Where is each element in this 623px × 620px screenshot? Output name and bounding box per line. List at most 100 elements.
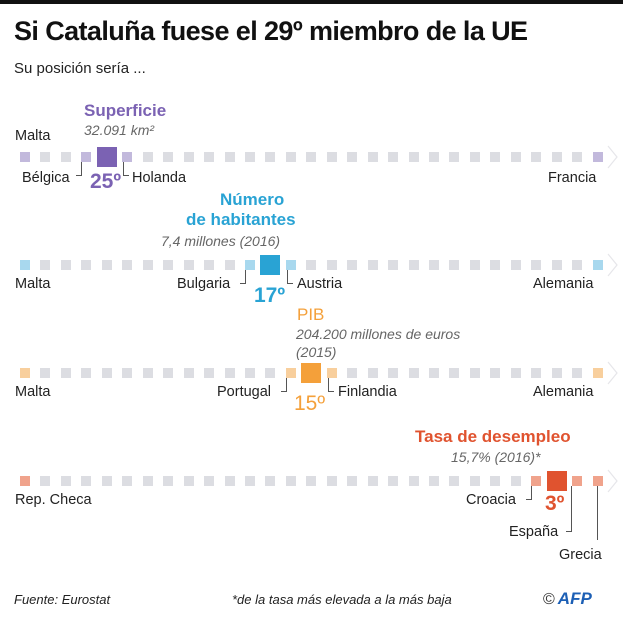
highlighted-country-square (592, 368, 603, 378)
left-end-country: Malta (15, 276, 51, 292)
page-subtitle: Su posición sería ... (14, 60, 146, 77)
highlighted-country-square (592, 260, 603, 270)
neighbor-left-label: Bulgaria (177, 276, 231, 292)
country-square (142, 260, 153, 270)
country-square (429, 368, 439, 378)
rank-label: 25º (90, 170, 122, 193)
country-square (122, 476, 133, 486)
top-border (0, 0, 623, 4)
country-square (326, 260, 337, 270)
country-square (531, 368, 542, 378)
country-square (183, 368, 194, 378)
country-square (204, 368, 215, 378)
country-square (306, 152, 317, 162)
cataluna-square (96, 147, 117, 167)
country-square (449, 368, 460, 378)
category-value-line2: (2015) (296, 344, 337, 360)
highlighted-country-square (20, 152, 30, 162)
country-square (265, 152, 276, 162)
page-title: Si Cataluña fuese el 29º miembro de la U… (14, 16, 528, 46)
country-square (449, 476, 460, 486)
highlighted-country-square (244, 260, 255, 270)
country-square (101, 476, 112, 486)
country-square (265, 368, 276, 378)
below-label-1: España (509, 524, 559, 540)
country-square (183, 152, 194, 162)
country-square (408, 152, 419, 162)
country-square (183, 260, 194, 270)
rank-label: 3º (545, 492, 565, 515)
country-square (306, 476, 317, 486)
country-square (469, 152, 480, 162)
country-square (60, 476, 71, 486)
country-square (367, 368, 378, 378)
country-square (510, 476, 521, 486)
country-square (60, 260, 71, 270)
rank-label: 15º (294, 392, 326, 415)
country-square (449, 260, 460, 270)
country-square (408, 476, 419, 486)
leader-line (281, 378, 287, 392)
country-square (163, 152, 174, 162)
neighbor-left-label: Portugal (217, 384, 272, 400)
country-square (449, 152, 460, 162)
arrow-right-icon (607, 253, 618, 277)
country-square (326, 152, 337, 162)
country-square (367, 476, 378, 486)
highlighted-country-square (592, 152, 603, 162)
country-square (244, 476, 255, 486)
arrow-right-icon (607, 469, 618, 493)
country-square (572, 260, 583, 270)
category-title-line2: de habitantes (186, 210, 296, 229)
right-end-country: Alemania (533, 384, 594, 400)
country-square (101, 368, 112, 378)
below-label-2: Grecia (559, 547, 602, 563)
country-square (469, 260, 480, 270)
country-square (122, 368, 133, 378)
country-square (510, 368, 521, 378)
country-square (183, 476, 194, 486)
country-square (244, 368, 255, 378)
country-square (81, 260, 92, 270)
neighbor-right-label: Finlandia (338, 384, 397, 400)
cataluna-square (301, 363, 322, 383)
highlighted-country-square (285, 260, 296, 270)
leader-line (240, 270, 246, 284)
country-square (531, 152, 542, 162)
country-square (163, 476, 174, 486)
country-square (306, 260, 317, 270)
left-end-country: Malta (15, 128, 51, 144)
country-square (347, 152, 358, 162)
highlighted-country-square (592, 476, 603, 486)
highlighted-country-square (531, 476, 542, 486)
country-square (224, 476, 235, 486)
arrow-right-icon (607, 361, 618, 385)
country-square (122, 260, 133, 270)
copyright-icon: © (543, 591, 555, 608)
neighbor-left-label: Croacia (466, 492, 516, 508)
country-square (40, 152, 51, 162)
highlighted-country-square (572, 476, 583, 486)
country-square (408, 368, 419, 378)
country-square (551, 260, 562, 270)
leader-line (123, 162, 129, 176)
leader-line (526, 486, 532, 500)
country-square (60, 152, 71, 162)
country-square (490, 260, 501, 270)
footnote: *de la tasa más elevada a la más baja (232, 592, 452, 607)
afp-logo: © AFP (543, 589, 592, 609)
country-square (490, 152, 501, 162)
country-square (347, 368, 358, 378)
country-square (60, 368, 71, 378)
country-square (224, 152, 235, 162)
category-title: Tasa de desempleo (415, 427, 571, 446)
country-square (429, 476, 439, 486)
country-square (163, 368, 174, 378)
neighbor-right-label: Austria (297, 276, 343, 292)
country-square (490, 476, 501, 486)
neighbor-right-label: Holanda (132, 170, 187, 186)
leader-line (566, 486, 572, 532)
country-square (347, 476, 358, 486)
highlighted-country-square (20, 476, 30, 486)
country-square (510, 260, 521, 270)
